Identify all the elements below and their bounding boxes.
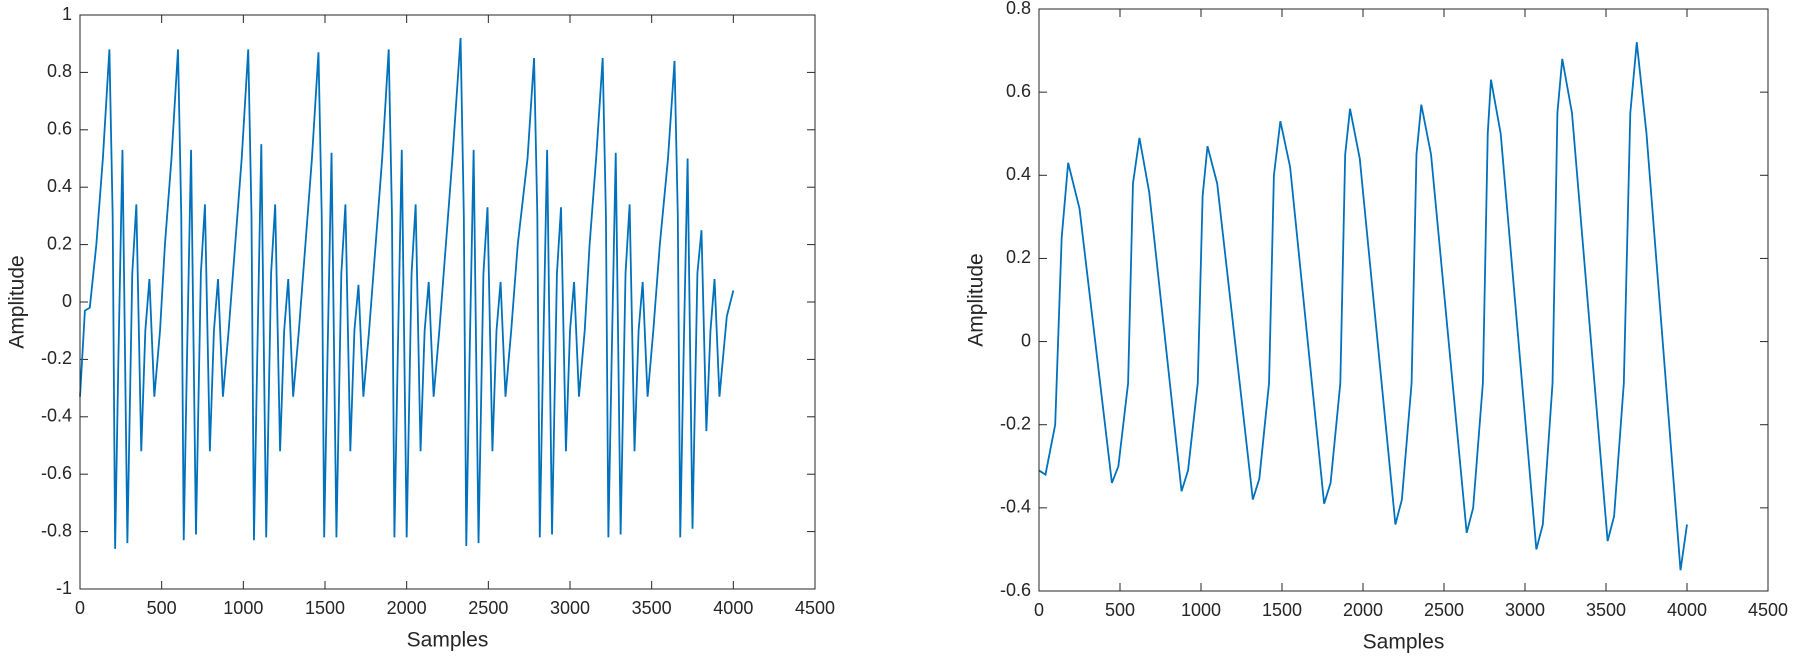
x-tick-label: 0 bbox=[75, 598, 85, 618]
y-tick-label: 0 bbox=[62, 291, 72, 311]
y-tick-label: -0.8 bbox=[41, 520, 72, 540]
x-tick-label: 3500 bbox=[1586, 600, 1626, 620]
x-tick-label: 2500 bbox=[1424, 600, 1464, 620]
y-tick-label: 1 bbox=[62, 4, 72, 24]
x-tick-label: 3000 bbox=[550, 598, 590, 618]
y-tick-label: -0.4 bbox=[1000, 497, 1031, 517]
x-tick-label: 500 bbox=[147, 598, 177, 618]
y-tick-label: -1 bbox=[56, 578, 72, 598]
x-tick-label: 2500 bbox=[468, 598, 508, 618]
axes-box bbox=[1038, 8, 1769, 592]
y-tick-label: 0.4 bbox=[47, 176, 72, 196]
y-tick-label: 0.4 bbox=[1006, 164, 1031, 184]
x-tick-label: 1000 bbox=[1181, 600, 1221, 620]
y-tick-label: 0.2 bbox=[47, 233, 72, 253]
x-tick-label: 3000 bbox=[1505, 600, 1545, 620]
x-axis-label: Samples bbox=[407, 629, 489, 652]
x-tick-label: 500 bbox=[1105, 600, 1135, 620]
x-tick-label: 2000 bbox=[1343, 600, 1383, 620]
x-tick-label: 4000 bbox=[1667, 600, 1707, 620]
x-tick-label: 0 bbox=[1034, 600, 1044, 620]
x-tick-label: 1500 bbox=[1262, 600, 1302, 620]
y-tick-label: 0.6 bbox=[1006, 81, 1031, 101]
x-tick-label: 4500 bbox=[795, 598, 835, 618]
y-tick-label: 0.2 bbox=[1006, 247, 1031, 267]
data-line bbox=[79, 37, 735, 549]
plot-area bbox=[80, 15, 815, 589]
y-tick-label: 0.6 bbox=[47, 119, 72, 139]
y-axis-label: Amplitude bbox=[965, 253, 988, 346]
y-tick-label: 0 bbox=[1021, 330, 1031, 350]
y-tick-label: 0.8 bbox=[47, 61, 72, 81]
y-tick-label: -0.4 bbox=[41, 406, 72, 426]
x-tick-label: 2000 bbox=[387, 598, 427, 618]
x-tick-label: 1000 bbox=[223, 598, 263, 618]
x-tick-label: 4500 bbox=[1748, 600, 1788, 620]
axes-box bbox=[79, 14, 816, 590]
y-tick-label: -0.2 bbox=[1000, 413, 1031, 433]
x-tick-label: 1500 bbox=[305, 598, 345, 618]
y-tick-label: 0.8 bbox=[1006, 0, 1031, 18]
x-tick-label: 3500 bbox=[632, 598, 672, 618]
x-axis-label: Samples bbox=[1363, 631, 1445, 654]
x-tick-label: 4000 bbox=[713, 598, 753, 618]
y-axis-label: Amplitude bbox=[6, 255, 29, 348]
y-tick-label: -0.2 bbox=[41, 348, 72, 368]
y-tick-label: -0.6 bbox=[41, 463, 72, 483]
data-line bbox=[1038, 42, 1688, 571]
y-tick-label: -0.6 bbox=[1000, 580, 1031, 600]
